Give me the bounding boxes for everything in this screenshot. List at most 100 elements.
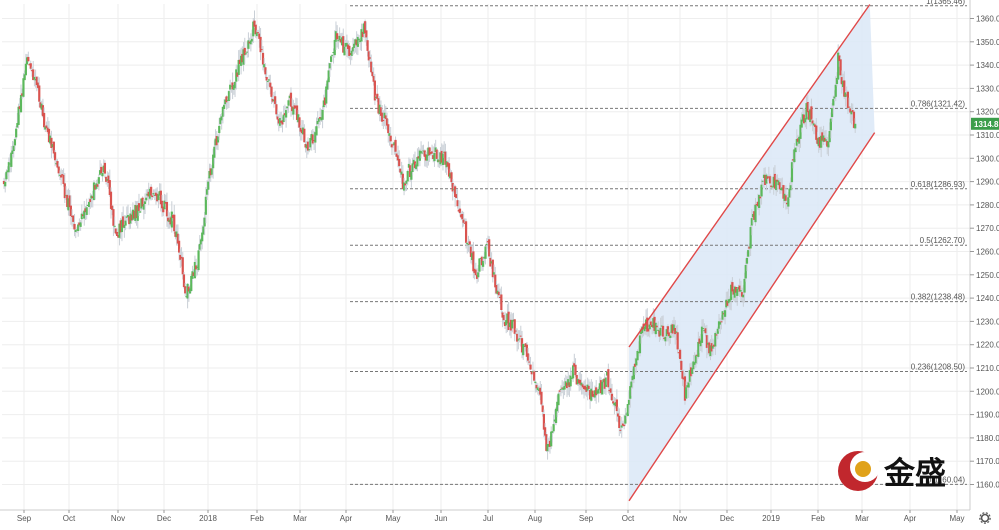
candle-body bbox=[207, 181, 210, 190]
candle-body bbox=[280, 120, 283, 123]
candle-body bbox=[537, 389, 541, 391]
candle-body bbox=[840, 77, 843, 85]
x-tick-label: Sep bbox=[579, 514, 594, 523]
candle-body bbox=[850, 111, 853, 115]
candle-body bbox=[751, 214, 755, 218]
x-tick-label: Jul bbox=[483, 514, 493, 523]
candle-body bbox=[784, 195, 787, 201]
candle-body bbox=[854, 123, 857, 129]
candle-body bbox=[805, 103, 808, 120]
candle-body bbox=[372, 75, 375, 82]
candle-body bbox=[517, 339, 520, 341]
candle-body bbox=[696, 354, 699, 356]
candle-body bbox=[297, 114, 300, 123]
candle-body bbox=[457, 209, 460, 212]
candle-body bbox=[221, 106, 224, 117]
candle-body bbox=[416, 156, 419, 167]
candle-body bbox=[851, 110, 854, 113]
candle-body bbox=[557, 393, 560, 406]
candle-body bbox=[725, 299, 728, 308]
candle-body bbox=[254, 24, 257, 35]
candle-body bbox=[441, 153, 445, 165]
candle-body bbox=[63, 183, 66, 199]
candle-body bbox=[462, 219, 465, 223]
candle-body bbox=[565, 382, 569, 389]
candle-body bbox=[682, 377, 685, 380]
candle-body bbox=[551, 431, 554, 433]
candle-body bbox=[357, 38, 361, 41]
candle-body bbox=[627, 399, 631, 405]
candle-body bbox=[676, 332, 679, 350]
candle-body bbox=[174, 231, 177, 237]
candle-body bbox=[495, 285, 498, 294]
candle-body bbox=[580, 382, 583, 386]
candle-body bbox=[260, 49, 263, 51]
candle-body bbox=[499, 296, 502, 298]
candle-body bbox=[631, 375, 634, 381]
candle-body bbox=[148, 188, 152, 199]
candle-body bbox=[286, 106, 289, 109]
candle-body bbox=[180, 256, 183, 259]
candle-body bbox=[440, 150, 443, 163]
candle-body bbox=[388, 133, 391, 136]
candle-body bbox=[377, 98, 380, 114]
candle-body bbox=[361, 31, 364, 37]
candle-body bbox=[764, 174, 767, 185]
gear-icon[interactable] bbox=[979, 512, 991, 524]
candle-body bbox=[458, 208, 462, 214]
candle-body bbox=[275, 104, 278, 115]
candle-body bbox=[574, 364, 577, 376]
candle-body bbox=[96, 184, 99, 187]
candle-body bbox=[259, 36, 262, 53]
candle-body bbox=[516, 333, 519, 342]
candle-body bbox=[131, 209, 134, 220]
candle-body bbox=[554, 408, 558, 423]
candle-body bbox=[505, 320, 508, 326]
candle-body bbox=[651, 324, 654, 328]
candle-body bbox=[424, 154, 428, 161]
candle-body bbox=[22, 78, 25, 97]
candle-body bbox=[711, 345, 715, 349]
candle-body bbox=[726, 300, 729, 306]
candle-body bbox=[697, 341, 700, 357]
watermark-logo: 金盛 bbox=[838, 451, 946, 491]
candle-body bbox=[84, 208, 87, 213]
candle-body bbox=[658, 330, 661, 337]
candle-body bbox=[316, 121, 319, 125]
candle-body bbox=[79, 222, 82, 227]
candle-body bbox=[715, 334, 718, 336]
candle-body bbox=[623, 424, 626, 427]
candle-body bbox=[133, 210, 136, 219]
fib-label: 0.786(1321.42) bbox=[911, 99, 966, 108]
candle-body bbox=[494, 274, 497, 288]
candle-body bbox=[135, 205, 138, 219]
candle-body bbox=[265, 76, 268, 81]
candle-body bbox=[325, 86, 328, 104]
fib-label: 0.5(1262.70) bbox=[920, 236, 966, 245]
candle-body bbox=[723, 310, 727, 317]
candle-body bbox=[370, 61, 373, 73]
candle-body bbox=[644, 319, 648, 330]
candle-body bbox=[252, 21, 255, 37]
candle-body bbox=[655, 325, 659, 328]
candle-body bbox=[688, 370, 691, 382]
candle-body bbox=[13, 139, 17, 146]
candle-body bbox=[641, 326, 644, 334]
candle-body bbox=[354, 39, 357, 45]
candle-body bbox=[578, 379, 581, 384]
y-tick-label: 1230.00 bbox=[976, 317, 999, 326]
candle-body bbox=[187, 286, 190, 292]
candle-body bbox=[816, 138, 819, 144]
candle-body bbox=[264, 67, 267, 75]
candle-body bbox=[5, 171, 8, 180]
candle-body bbox=[314, 132, 317, 143]
candle-body bbox=[792, 159, 795, 161]
candle-body bbox=[514, 330, 518, 332]
candle-body bbox=[491, 259, 494, 278]
candle-body bbox=[91, 196, 94, 199]
candle-body bbox=[169, 217, 172, 225]
candle-body bbox=[528, 361, 531, 363]
candle-body bbox=[12, 145, 15, 152]
candle-body bbox=[716, 328, 719, 334]
